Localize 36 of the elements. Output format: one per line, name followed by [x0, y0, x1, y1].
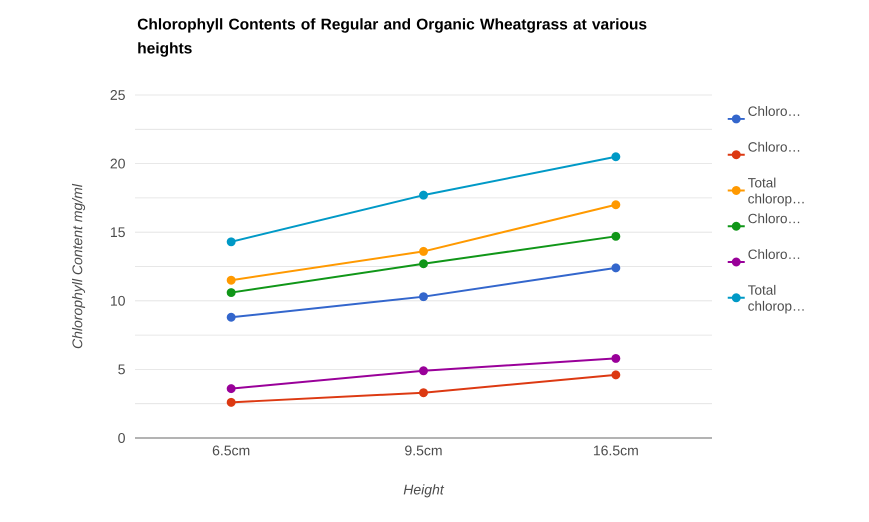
legend-label: Chloro… [748, 106, 800, 116]
point [611, 263, 620, 272]
legend-label: Total chlorop… [748, 178, 804, 206]
x-tick-label: 16.5cm [594, 446, 638, 456]
y-tick-label: 5 [118, 364, 125, 374]
point [226, 237, 236, 246]
y-tick-label: 0 [118, 433, 125, 443]
y-tick-label: 10 [110, 296, 125, 306]
x-tick-label: 6.5cm [212, 446, 250, 456]
point [226, 288, 236, 298]
y-tick-label: 25 [110, 90, 125, 100]
point [419, 388, 428, 398]
legend-label: Chloro… [748, 142, 800, 152]
point [611, 232, 620, 241]
point [611, 152, 620, 162]
x-tick-label: 9.5cm [405, 446, 442, 456]
point [419, 246, 428, 256]
point [226, 276, 236, 285]
point [419, 292, 428, 302]
point [226, 384, 236, 394]
y-tick-label: 15 [110, 227, 125, 238]
point [226, 398, 236, 407]
point [611, 354, 620, 363]
legend-label: Chloro… [748, 249, 800, 260]
legend-label: Total chlorop… [748, 284, 804, 314]
legend-label: Chloro… [748, 213, 800, 224]
point [226, 312, 236, 322]
chart-title: Chlorophyll Contents of Regular and Organic Wheatgrass at various heights [138, 18, 646, 57]
x-axis-title: Height [404, 484, 444, 498]
point [419, 190, 428, 200]
point [611, 370, 620, 380]
point [419, 366, 428, 376]
point [611, 200, 620, 210]
y-axis-title: Chlorophyll Content mg/ml [72, 184, 86, 348]
y-tick-label: 20 [110, 158, 125, 169]
point [419, 259, 428, 268]
